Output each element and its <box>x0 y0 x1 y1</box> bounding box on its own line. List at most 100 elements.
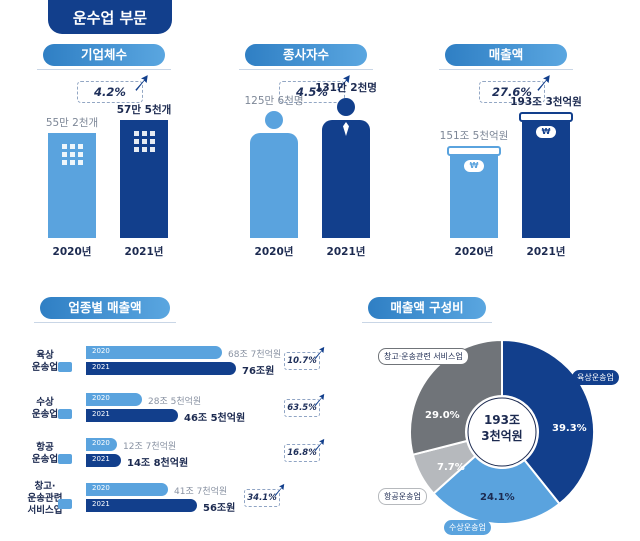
composition-donut-chart <box>409 338 595 525</box>
hbar-year-label: 2021 <box>92 363 110 371</box>
growth-badge: 4.2% <box>77 75 148 103</box>
building-icon <box>62 144 83 165</box>
slice-water <box>432 454 561 525</box>
label-air: 항공운송업 <box>378 488 427 505</box>
value-label-2021: 57만 5천개 <box>116 104 172 116</box>
growth-badge: 4.5% <box>279 75 350 103</box>
truck-icon <box>58 362 72 372</box>
year-label: 2021년 <box>526 246 566 258</box>
growth-badge: 63.5% <box>284 393 325 417</box>
value-label-2021: 193조 3천억원 <box>510 96 582 108</box>
growth-arrow-icon <box>537 75 550 91</box>
composition-title: 매출액 구성비 <box>362 297 492 323</box>
person-head-icon <box>337 98 355 116</box>
won-coin-icon: ₩ <box>536 126 556 138</box>
pct-air: 7.7% <box>437 462 465 473</box>
hbar-2021: 2021 <box>86 409 178 422</box>
growth-arrow-icon <box>135 75 148 91</box>
donut-center-line2: 3천억원 <box>481 429 523 443</box>
person-head-icon <box>265 111 283 129</box>
label-warehouse: 창고·운송관련 서비스업 <box>378 348 469 365</box>
panel-title: 기업체수 <box>37 44 171 70</box>
panel-title: 매출액 <box>439 44 573 70</box>
pct-water: 24.1% <box>480 492 515 503</box>
donut-center-text: 193조 3천억원 <box>474 412 530 444</box>
won-coin-icon: ₩ <box>464 160 484 172</box>
bar-2021 <box>120 120 168 238</box>
bar-2020: ₩ <box>447 146 501 238</box>
hbar-value-2021: 14조 8천억원 <box>127 458 189 469</box>
hbar-value-2020: 28조 5천억원 <box>148 397 202 407</box>
hbar-value-2020: 41조 7천억원 <box>174 487 228 497</box>
year-label: 2020년 <box>254 246 294 258</box>
industry-label-line: 창고· <box>34 481 56 492</box>
donut-center <box>467 397 537 467</box>
value-label-2021: 131만 2천명 <box>315 82 377 94</box>
industry-sales-title: 업종별 매출액 <box>34 297 176 323</box>
hbar-year-label: 2020 <box>92 439 110 447</box>
hbar-2020: 2020 <box>86 346 222 359</box>
industry-label-line: 수상 <box>36 397 54 408</box>
bank-box-cap-icon <box>519 112 573 122</box>
hbar-value-2020: 12조 7천억원 <box>123 442 177 452</box>
pct-warehouse: 29.0% <box>425 410 460 421</box>
hbar-year-label: 2021 <box>92 410 110 418</box>
year-label: 2021년 <box>326 246 366 258</box>
industry-label-line: 항공 <box>36 442 54 453</box>
value-label-2020: 151조 5천억원 <box>439 130 509 142</box>
hbar-year-label: 2021 <box>92 455 110 463</box>
bar-2021 <box>322 98 370 238</box>
growth-arrow-icon <box>314 438 325 452</box>
growth-badge: 34.1% <box>244 483 285 507</box>
value-label-2020: 125만 6천명 <box>244 95 304 107</box>
building-icon <box>134 131 155 152</box>
industry-label: 수상 운송업 <box>26 397 64 421</box>
year-label: 2020년 <box>52 246 92 258</box>
airplane-icon <box>58 454 72 464</box>
section-title: 운수업 부문 <box>72 9 148 27</box>
growth-badge: 27.6% <box>479 75 550 103</box>
hbar-value-2021: 56조원 <box>203 503 236 514</box>
hbar-2021: 2021 <box>86 454 121 467</box>
bar-2020 <box>250 111 298 238</box>
slice-warehouse <box>409 338 503 456</box>
industry-label: 창고· 운송관련 서비스업 <box>26 481 64 517</box>
industry-label: 항공 운송업 <box>26 442 64 466</box>
hbar-value-2021: 76조원 <box>242 366 275 377</box>
tie-icon <box>343 122 349 136</box>
industry-label-line: 운송업 <box>31 409 59 420</box>
growth-badge: 16.8% <box>284 438 325 462</box>
bar-2021: ₩ <box>519 112 573 238</box>
growth-arrow-icon <box>314 346 325 360</box>
industry-label-line: 운송관련 <box>27 493 63 504</box>
panel-title: 종사자수 <box>239 44 373 70</box>
industry-label-line: 육상 <box>36 350 54 361</box>
growth-arrow-icon <box>337 75 350 91</box>
ship-icon <box>58 409 72 419</box>
industry-label: 육상 운송업 <box>26 350 64 374</box>
year-label: 2021년 <box>124 246 164 258</box>
hbar-year-label: 2020 <box>92 484 110 492</box>
hbar-2020: 2020 <box>86 393 142 406</box>
industry-label-line: 운송업 <box>31 454 59 465</box>
slice-land <box>501 338 595 506</box>
growth-badge: 10.7% <box>284 346 325 370</box>
label-land: 육상운송업 <box>572 370 619 385</box>
section-header: 운수업 부문 <box>48 0 172 34</box>
bank-box-cap-icon <box>447 146 501 156</box>
hbar-value-2020: 68조 7천억원 <box>228 350 282 360</box>
year-label: 2020년 <box>454 246 494 258</box>
hbar-year-label: 2020 <box>92 347 110 355</box>
hbar-value-2021: 46조 5천억원 <box>184 413 246 424</box>
pct-land: 39.3% <box>552 423 587 434</box>
hbar-year-label: 2020 <box>92 394 110 402</box>
growth-arrow-icon <box>314 393 325 407</box>
warehouse-icon <box>58 499 72 509</box>
label-water: 수상운송업 <box>444 520 491 535</box>
donut-center-line1: 193조 <box>483 413 521 427</box>
hbar-year-label: 2021 <box>92 500 110 508</box>
industry-label-line: 서비스업 <box>27 505 63 516</box>
industry-label-line: 운송업 <box>31 362 59 373</box>
growth-arrow-icon <box>274 483 285 497</box>
hbar-2021: 2021 <box>86 362 236 375</box>
